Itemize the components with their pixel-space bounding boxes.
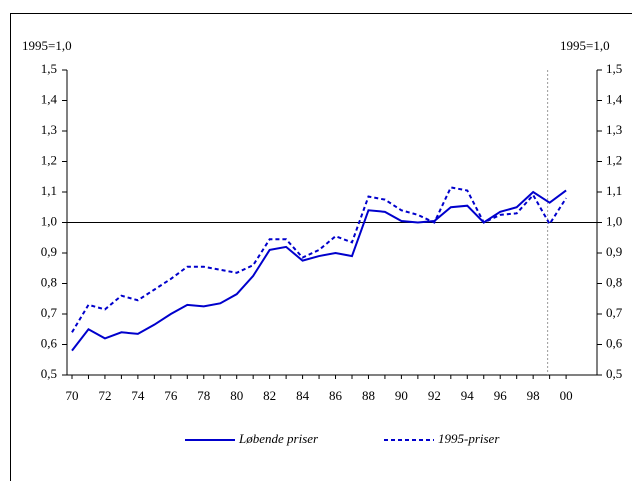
y-tick-label: 0,7 [41, 305, 58, 320]
series-line [71, 186, 567, 333]
legend-label: 1995-priser [438, 431, 500, 446]
x-tick-label: 92 [428, 388, 441, 403]
y-tick-label: 0,5 [41, 366, 57, 381]
y2-tick-label: 1,4 [606, 91, 623, 106]
y-tick-label: 0,9 [41, 244, 57, 259]
y2-tick-label: 1,3 [606, 122, 622, 137]
x-tick-label: 98 [527, 388, 540, 403]
y2-tick-label: 1,2 [606, 152, 622, 167]
x-tick-label: 74 [131, 388, 145, 403]
y-axis-label: 1995=1,0 [22, 38, 72, 53]
y2-tick-label: 0,5 [606, 366, 622, 381]
y2-tick-label: 0,8 [606, 274, 622, 289]
y2-axis-label: 1995=1,0 [560, 38, 610, 53]
y-tick-label: 1,3 [41, 122, 57, 137]
y-tick-label: 0,8 [41, 274, 57, 289]
y-tick-label: 1,4 [41, 91, 58, 106]
y2-tick-label: 1,5 [606, 61, 622, 76]
x-tick-label: 70 [66, 388, 79, 403]
y2-tick-label: 1,0 [606, 213, 622, 228]
x-tick-label: 76 [164, 388, 178, 403]
x-tick-label: 78 [197, 388, 210, 403]
y-tick-label: 0,6 [41, 335, 58, 350]
y2-tick-label: 0,6 [606, 335, 623, 350]
x-tick-label: 86 [329, 388, 343, 403]
x-tick-label: 90 [395, 388, 408, 403]
legend-label: Løbende priser [238, 431, 319, 446]
x-tick-label: 96 [494, 388, 508, 403]
x-tick-label: 80 [230, 388, 243, 403]
x-tick-label: 84 [296, 388, 310, 403]
y-tick-label: 1,5 [41, 61, 57, 76]
y-tick-label: 1,2 [41, 152, 57, 167]
x-tick-label: 72 [98, 388, 111, 403]
x-tick-label: 82 [263, 388, 276, 403]
y-tick-label: 1,1 [41, 183, 57, 198]
y2-tick-label: 1,1 [606, 183, 622, 198]
y2-tick-label: 0,9 [606, 244, 622, 259]
x-tick-label: 88 [362, 388, 375, 403]
y-tick-label: 1,0 [41, 213, 57, 228]
x-tick-label: 94 [461, 388, 475, 403]
y2-tick-label: 0,7 [606, 305, 623, 320]
x-tick-label: 00 [560, 388, 573, 403]
